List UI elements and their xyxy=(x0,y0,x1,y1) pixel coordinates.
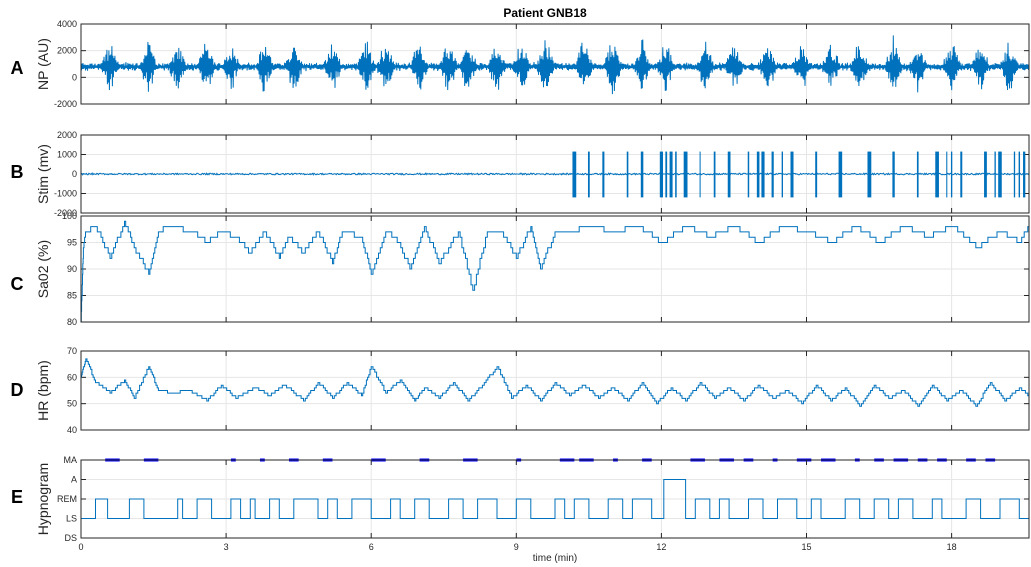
x-tick-label: 9 xyxy=(514,542,519,552)
panel-b: -2000 -1000 0 1000 2000 Stim (mv) B xyxy=(11,130,1030,218)
y-tick-label: -1000 xyxy=(54,189,77,199)
y-tick-label: A xyxy=(71,475,77,485)
y-tick-label: 90 xyxy=(67,264,77,274)
chart-title: Patient GNB18 xyxy=(503,6,587,20)
y-axis-label: HR (bpm) xyxy=(35,360,51,421)
y-tick-label: 2000 xyxy=(57,130,77,140)
x-tick-label: 12 xyxy=(656,542,666,552)
stim-burst xyxy=(960,151,963,198)
y-tick-label: 85 xyxy=(67,291,77,301)
stim-burst xyxy=(727,151,731,198)
stim-burst xyxy=(1013,151,1016,198)
y-tick-label: 0 xyxy=(72,169,77,179)
x-tick-label: 0 xyxy=(78,542,83,552)
chart-panels: -2000 0 2000 4000 NP (AU) A -2000 -1000 0 1000 200… xyxy=(11,19,1030,543)
panel-a: -2000 0 2000 4000 NP (AU) A xyxy=(11,19,1030,109)
stim-burst xyxy=(669,151,673,198)
y-axis-label: Hypnogram xyxy=(35,463,51,535)
stim-burst xyxy=(683,151,688,198)
stim-burst xyxy=(602,151,605,198)
stim-burst xyxy=(935,151,939,198)
stim-burst xyxy=(713,151,716,198)
x-tick-label: 15 xyxy=(802,542,812,552)
stim-burst xyxy=(587,151,590,198)
np-trace xyxy=(80,35,1030,95)
stim-burst xyxy=(892,151,895,198)
y-axis-label: NP (AU) xyxy=(35,38,51,90)
stim-burst xyxy=(946,151,948,198)
stim-burst xyxy=(838,151,843,198)
y-tick-label: -2000 xyxy=(54,99,77,109)
axes-frame xyxy=(80,23,1030,105)
stim-burst xyxy=(916,151,919,198)
y-tick-label: 2000 xyxy=(57,46,77,56)
x-tick-label: 6 xyxy=(369,542,374,552)
stim-burst xyxy=(1023,151,1026,198)
stim-burst xyxy=(998,151,1002,198)
panel-d: 40 50 60 70 HR (bpm) D xyxy=(11,346,1030,435)
x-tick-labels: 0 3 6 9 12 15 18 xyxy=(78,542,956,552)
stim-burst xyxy=(675,151,677,198)
axes-frame xyxy=(80,459,1030,539)
stim-burst xyxy=(867,151,872,198)
plot-area xyxy=(81,351,1029,430)
panel-letter: E xyxy=(11,487,23,507)
stim-burst xyxy=(994,151,996,198)
y-axis-label: Sa02 (%) xyxy=(35,240,51,298)
axes-frame xyxy=(80,134,1030,214)
stim-burst xyxy=(790,151,794,198)
stim-burst xyxy=(781,151,784,198)
y-tick-label: 0 xyxy=(72,72,77,82)
y-tick-label: 50 xyxy=(67,399,77,409)
y-tick-label: REM xyxy=(57,494,77,504)
panel-letter: A xyxy=(11,58,24,78)
y-tick-label: 95 xyxy=(67,238,77,248)
stim-burst xyxy=(756,151,760,198)
y-tick-label: 40 xyxy=(67,425,77,435)
y-tick-label: LS xyxy=(66,514,77,524)
y-tick-label: 100 xyxy=(62,211,77,221)
hypnogram-trace xyxy=(81,479,1030,519)
y-tick-label: 60 xyxy=(67,372,77,382)
panel-c: 80 85 90 95 100 Sa02 (%) C xyxy=(11,211,1030,327)
x-tick-label: 18 xyxy=(947,542,957,552)
panel-letter: C xyxy=(11,274,24,294)
y-tick-label: 4000 xyxy=(57,19,77,29)
stim-burst xyxy=(659,151,664,198)
y-tick-label: -2000 xyxy=(54,208,77,218)
y-tick-label: DS xyxy=(64,533,77,543)
panel-letter: B xyxy=(11,162,24,182)
panel-e: DS LS REM A MA Hypnogram E xyxy=(11,455,1030,543)
panel-letter: D xyxy=(11,380,24,400)
sao2-trace xyxy=(80,220,1029,323)
stim-burst xyxy=(984,151,987,198)
y-tick-label: 80 xyxy=(67,317,77,327)
stim-burst xyxy=(1018,151,1021,198)
x-axis-label: time (min) xyxy=(533,553,577,564)
stim-burst xyxy=(761,151,765,198)
y-axis-label: Stim (mv) xyxy=(35,144,51,204)
axes-frame xyxy=(80,350,1030,431)
axes-frame xyxy=(80,215,1030,323)
stim-burst xyxy=(640,151,644,198)
hr-trace xyxy=(81,358,1029,407)
y-tick-label: MA xyxy=(64,455,78,465)
stim-burst xyxy=(771,151,774,198)
stim-burst xyxy=(572,151,577,198)
stim-burst xyxy=(950,151,953,198)
stim-burst xyxy=(815,151,818,198)
stim-burst xyxy=(699,151,701,198)
y-tick-label: 70 xyxy=(67,346,77,356)
stim-burst xyxy=(747,151,750,198)
stim-burst xyxy=(665,151,668,198)
x-tick-label: 3 xyxy=(224,542,229,552)
stim-burst xyxy=(626,151,629,198)
y-tick-label: 1000 xyxy=(57,150,77,160)
